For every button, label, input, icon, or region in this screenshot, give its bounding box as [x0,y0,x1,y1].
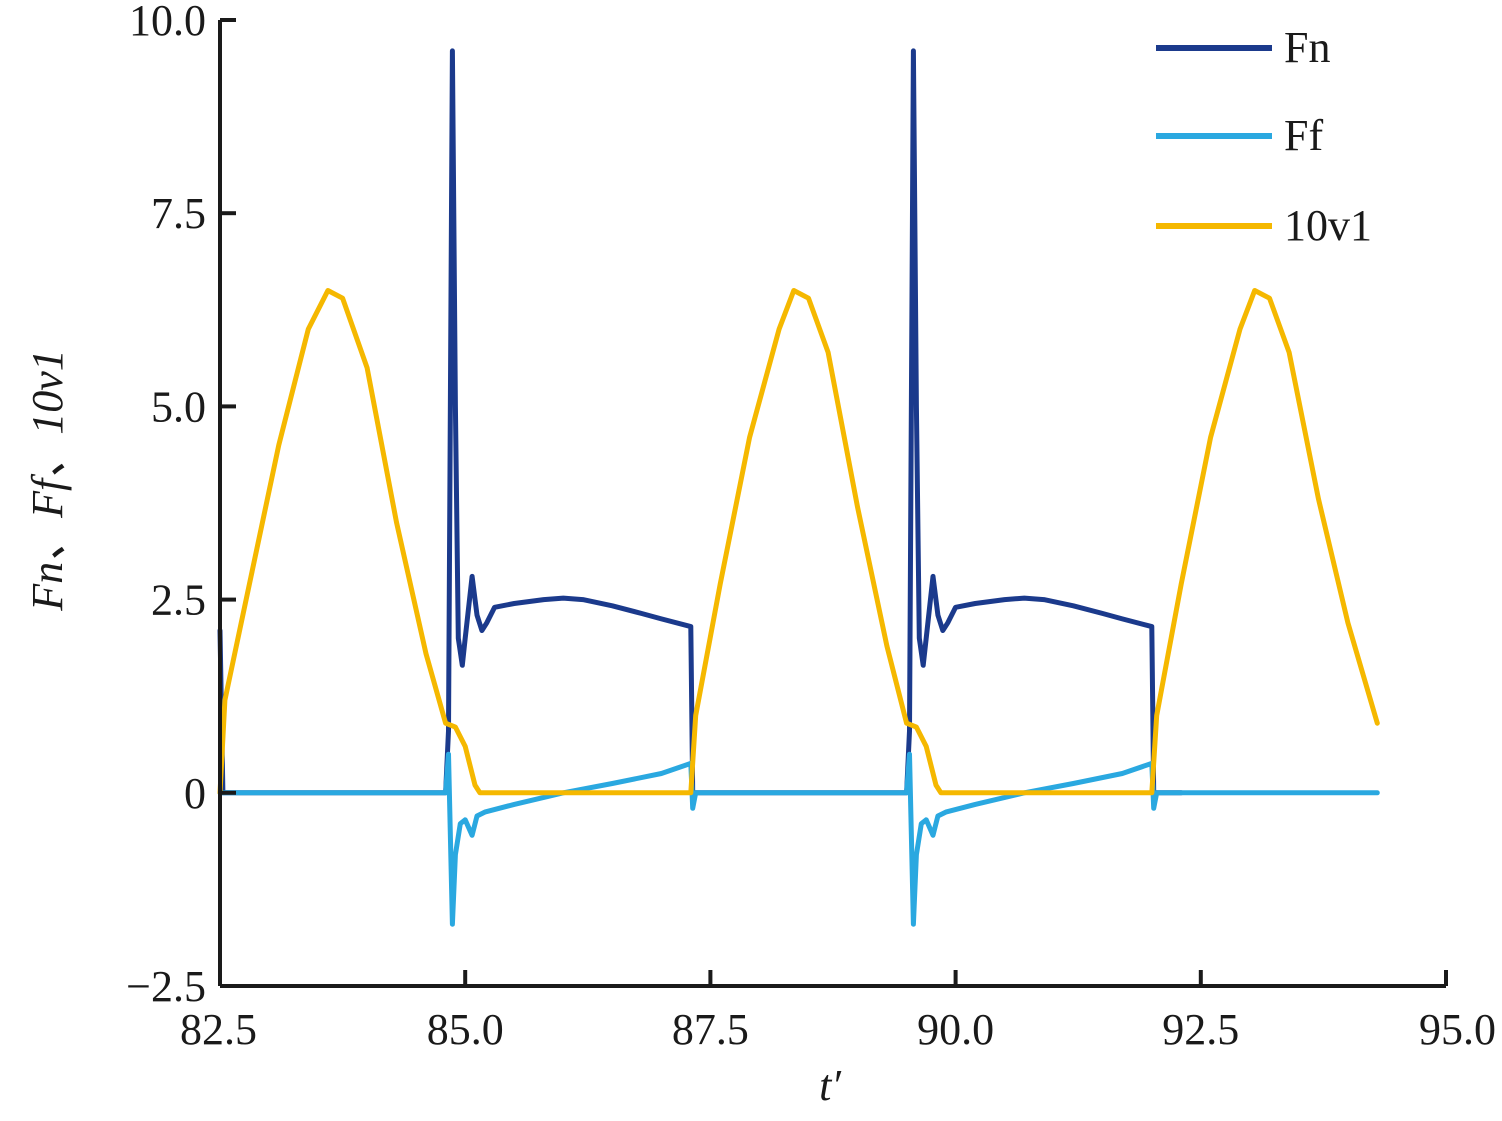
x-tick-label: 92.5 [1162,1005,1239,1054]
legend-label: Ff [1284,111,1323,160]
plot-series-group [217,48,1380,927]
series-line-1 [217,751,1380,927]
x-ticks-group: 82.5 85.0 87.5 90.0 92.5 95.0 [180,970,1496,1054]
y-axis-title: Fn、Ff、10v1 [23,349,72,612]
y-tick-label: 7.5 [151,189,206,238]
x-axis-title: t′ [819,1061,842,1110]
y-tick-label: 0 [184,769,206,818]
series-line-2 [217,288,1380,796]
x-tick-label: 87.5 [672,1005,749,1054]
y-tick-label: −2.5 [126,962,206,1011]
y-tick-label: 5.0 [151,382,206,431]
y-tick-label: 10.0 [129,0,206,45]
axes-group [218,20,1446,988]
y-tick-label: 2.5 [151,576,206,625]
legend-label: 10v1 [1284,201,1372,250]
x-tick-label: 85.0 [427,1005,504,1054]
legend-label: Fn [1284,23,1330,72]
x-tick-label: 90.0 [917,1005,994,1054]
x-tick-label: 95.0 [1419,1005,1496,1054]
x-tick-label: 82.5 [180,1005,257,1054]
y-ticks-group: −2.5 0 2.5 5.0 7.5 10.0 [126,0,236,1011]
legend: Fn Ff 10v1 [1156,23,1372,250]
